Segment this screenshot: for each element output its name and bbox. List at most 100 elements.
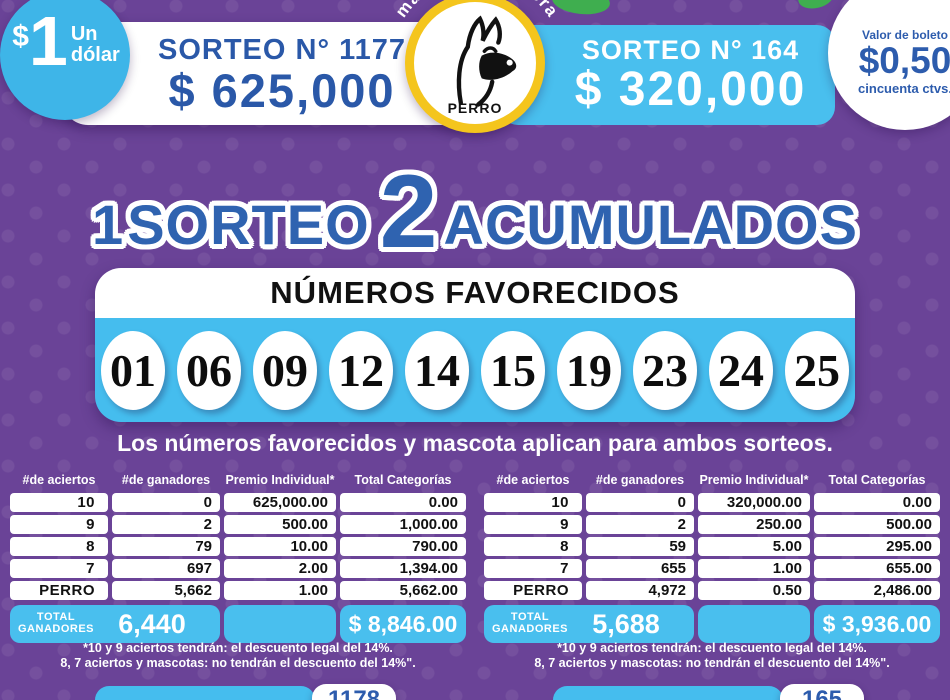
column-header: #de aciertos (22, 473, 96, 487)
column-header: Premio Individual* (225, 473, 335, 487)
dollar-sign: $ (12, 20, 29, 53)
headline-word-sorteo: SORTEO (127, 193, 370, 257)
table-cell: 500.00 (814, 515, 940, 534)
favored-numbers-row: 01 06 09 12 14 15 19 23 24 25 (95, 318, 855, 422)
total-winners-label: TOTAL GANADORES (492, 611, 569, 635)
table-cell: 0 (586, 493, 694, 512)
table-cell: 697 (112, 559, 220, 578)
table-cell: 8 (484, 537, 582, 556)
column-header: #de ganadores (121, 473, 211, 487)
draw-right-title: SORTEO N° 164 (581, 35, 800, 66)
headline-word-acumulados: ACUMULADOS (443, 193, 858, 257)
number-ball: 23 (633, 330, 697, 410)
dollar-label: Un dólar (70, 23, 120, 66)
table-cell: PERRO (484, 581, 582, 600)
table-cell: 10 (484, 493, 582, 512)
table-cell: 625,000.00 (224, 493, 336, 512)
footnote-left: *10 y 9 aciertos tendrán: el descuento l… (60, 641, 416, 670)
number-ball: 15 (481, 330, 545, 410)
headline-number-2: 2 (379, 154, 438, 270)
total-winners-label: TOTAL GANADORES (18, 611, 95, 635)
dollar-digit: 1 (28, 2, 68, 80)
totals-row: TOTAL GANADORES 5,688 $ 3,936.00 (484, 605, 940, 643)
mascot-name: PERRO (447, 100, 503, 116)
table-cell: 0.50 (698, 581, 810, 600)
table-cell: 1,394.00 (340, 559, 466, 578)
table-cell: 250.00 (698, 515, 810, 534)
mascot-badge: PERRO (405, 0, 545, 133)
ticket-price-badge-dollar: Valor de boleto $ 1 Un dólar (0, 0, 130, 120)
table-cell: 790.00 (340, 537, 466, 556)
green-blob-decoration (550, 0, 612, 17)
next-draw-badge-right: 165 (780, 684, 864, 700)
column-header: Total Categorías (354, 473, 452, 487)
results-table-left: #de aciertos #de ganadores Premio Indivi… (10, 472, 466, 643)
totals-empty-cell (698, 605, 810, 643)
table-cell: 2,486.00 (814, 581, 940, 600)
table-cell: 0.00 (340, 493, 466, 512)
table-cell: 79 (112, 537, 220, 556)
ticket-value-amount: $0,50 (858, 40, 950, 82)
table-cell: 10.00 (224, 537, 336, 556)
table-cell: 1.00 (224, 581, 336, 600)
table-cell: 59 (586, 537, 694, 556)
number-ball: 06 (177, 330, 241, 410)
table-cell: 9 (10, 515, 108, 534)
table-cell: 5.00 (698, 537, 810, 556)
table-cell: 0 (112, 493, 220, 512)
number-ball: 01 (101, 330, 165, 410)
totals-empty-cell (224, 605, 336, 643)
favored-numbers-title: NÚMEROS FAVORECIDOS (95, 268, 855, 318)
table-cell: 8 (10, 537, 108, 556)
number-ball: 19 (557, 330, 621, 410)
total-amount-value: $ 3,936.00 (822, 610, 932, 637)
total-winners-value: 6,440 (118, 608, 186, 639)
table-cell: PERRO (10, 581, 108, 600)
table-cell: 5,662.00 (340, 581, 466, 600)
table-cell: 2 (112, 515, 220, 534)
table-cell: 7 (10, 559, 108, 578)
number-ball: 12 (329, 330, 393, 410)
table-cell: 0.00 (814, 493, 940, 512)
table-cell: 4,972 (586, 581, 694, 600)
number-ball: 24 (709, 330, 773, 410)
number-ball: 14 (405, 330, 469, 410)
ticket-value-sublabel: cincuenta ctvs. (858, 80, 950, 96)
draw-banner-right: SORTEO N° 164 $ 320,000 (500, 25, 835, 125)
ticket-value-label: Valor de boleto (861, 28, 948, 43)
ticket-price-top-label: Valor de boleto (29, 0, 101, 2)
draw-right-prize: $ 320,000 (574, 63, 807, 117)
next-draw-badge-left: 1178 (312, 684, 396, 700)
total-amount-cell: $ 8,846.00 (340, 605, 466, 643)
total-winners-cell: TOTAL GANADORES 5,688 (484, 605, 694, 643)
total-winners-cell: TOTAL GANADORES 6,440 (10, 605, 220, 643)
draw-left-prize: $ 625,000 (168, 63, 396, 117)
table-cell: 10 (10, 493, 108, 512)
table-cell: 320,000.00 (698, 493, 810, 512)
totals-row: TOTAL GANADORES 6,440 $ 8,846.00 (10, 605, 466, 643)
headline-number-1: 1 (92, 193, 124, 257)
next-draw-bar-left (95, 686, 315, 700)
favored-numbers-panel: NÚMEROS FAVORECIDOS 01 06 09 12 14 15 19… (95, 268, 855, 422)
ticket-price-badge-cents: Valor de boleto $0,50 cincuenta ctvs. (828, 0, 950, 130)
results-table-right: #de aciertos #de ganadores Premio Indivi… (484, 472, 940, 643)
favored-caption: Los números favorecidos y mascota aplica… (117, 430, 833, 456)
column-header: Total Categorías (828, 473, 926, 487)
column-header: #de ganadores (595, 473, 685, 487)
column-header: Premio Individual* (699, 473, 809, 487)
table-cell: 2 (586, 515, 694, 534)
number-ball: 09 (253, 330, 317, 410)
headline: 1 SORTEO 2 ACUMULADOS (0, 154, 950, 270)
green-blob-decoration (795, 0, 837, 13)
table-cell: 295.00 (814, 537, 940, 556)
total-winners-value: 5,688 (592, 608, 660, 639)
column-header: #de aciertos (496, 473, 570, 487)
footnote-right: *10 y 9 aciertos tendrán: el descuento l… (534, 641, 890, 670)
table-cell: 7 (484, 559, 582, 578)
draw-left-title: SORTEO N° 1177 (157, 33, 407, 66)
table-cell: 5,662 (112, 581, 220, 600)
total-amount-value: $ 8,846.00 (348, 610, 458, 637)
table-cell: 655.00 (814, 559, 940, 578)
table-cell: 1.00 (698, 559, 810, 578)
dog-icon (456, 15, 517, 107)
